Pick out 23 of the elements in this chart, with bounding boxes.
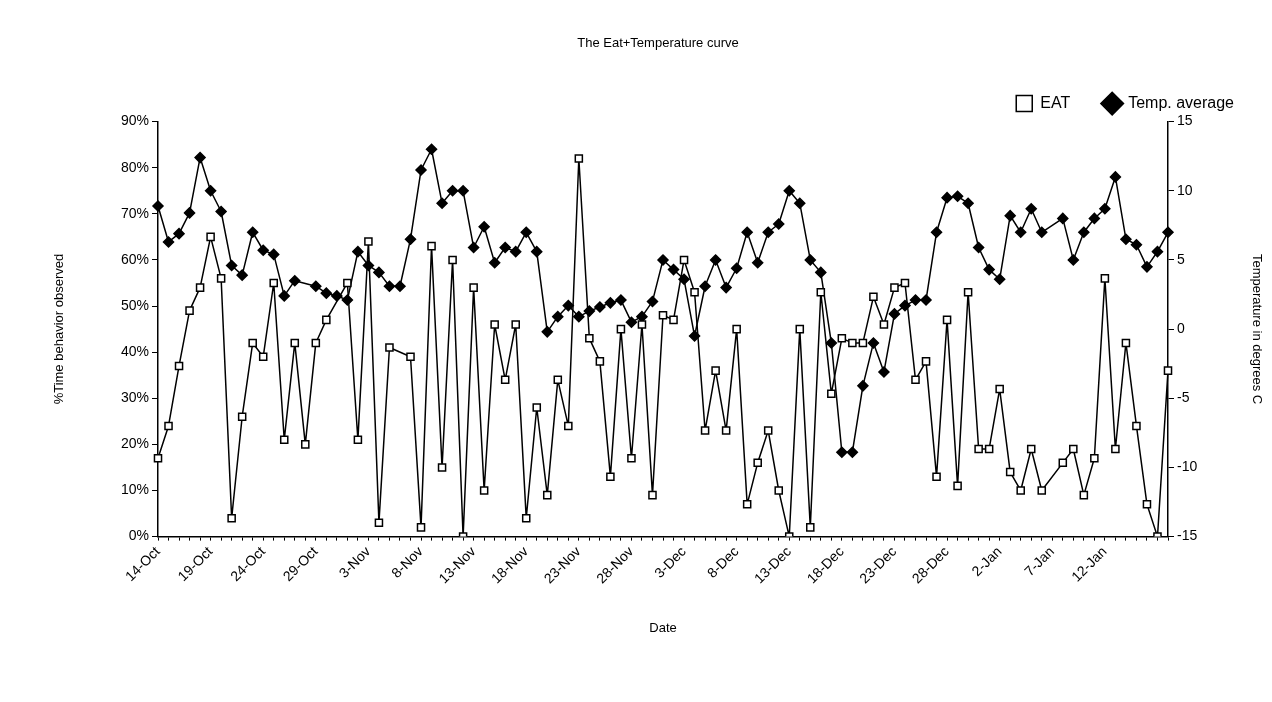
y-tick-label: 10% (120, 481, 149, 498)
y-tick-label: 40% (120, 343, 149, 360)
y-tick-label: 30% (120, 389, 149, 406)
y2-tick-label: 10 (1177, 181, 1193, 198)
y-axis-title: %Time behavior observed (51, 253, 67, 405)
y-tick-label: 60% (120, 250, 149, 267)
y-tick-label: 90% (120, 112, 149, 129)
chart-title: The Eat+Temperature curve (577, 35, 739, 51)
y2-tick-label: 15 (1177, 112, 1193, 129)
x-axis-title: Date (649, 619, 677, 635)
legend-label: EAT (1040, 94, 1071, 112)
y-tick-label: 80% (120, 158, 149, 175)
y2-tick-label: -5 (1177, 389, 1190, 406)
legend-label: Temp. average (1128, 94, 1235, 112)
y2-tick-label: 5 (1177, 250, 1185, 267)
y2-tick-label: -10 (1177, 458, 1198, 475)
y2-tick-label: 0 (1177, 319, 1185, 336)
y-tick-label: 70% (120, 204, 149, 221)
y2-tick-label: -15 (1177, 527, 1198, 544)
y-tick-label: 50% (120, 296, 149, 313)
y-tick-label: 20% (120, 435, 149, 452)
y2-axis-title: Temperature in degrees C (1249, 253, 1265, 405)
y-tick-label: 0% (128, 527, 149, 544)
